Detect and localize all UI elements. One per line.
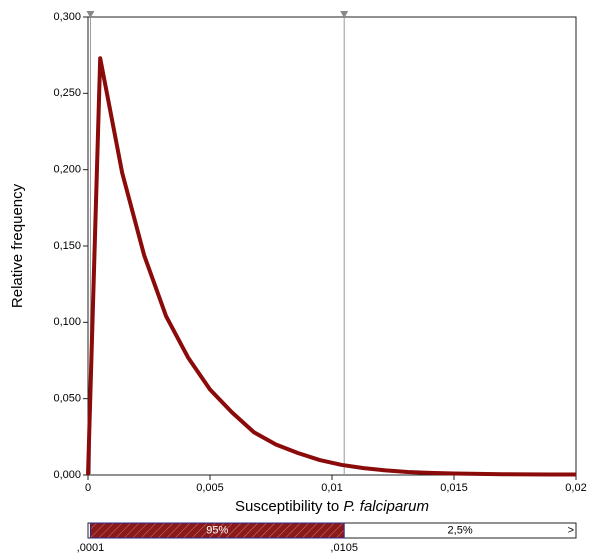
x-tick-label: 0,02 [565,482,586,494]
marker-label: ,0105 [330,542,358,554]
y-tick-label: 0,150 [53,240,81,252]
marker-handle [86,11,95,18]
x-axis-title-text: Susceptibility to [235,498,339,515]
band-label: 2,5% [448,524,473,536]
x-axis-title-italic: P. falciparum [343,498,429,515]
marker-label: ,0001 [77,542,105,554]
y-tick-label: 0,100 [53,316,81,328]
band-label: 95% [206,524,228,536]
x-tick-label: 0 [85,482,91,494]
y-tick-label: 0,200 [53,164,81,176]
y-tick-label: 0,050 [53,393,81,405]
y-tick-label: 0,000 [53,469,81,481]
y-axis-title: Relative frequency [9,183,26,308]
y-tick-label: 0,300 [53,11,81,23]
band-central [89,522,345,539]
plot-frame [87,16,577,476]
x-tick-label: 0,005 [196,482,224,494]
x-axis-title: Susceptibility to P. falciparum [235,498,429,515]
y-tick-label: 0,250 [53,87,81,99]
x-tick-label: 0,01 [321,482,342,494]
x-tick-label: 0,015 [440,482,468,494]
band-arrow: > [568,524,574,536]
series-line [86,56,576,477]
marker-handle [340,11,349,18]
